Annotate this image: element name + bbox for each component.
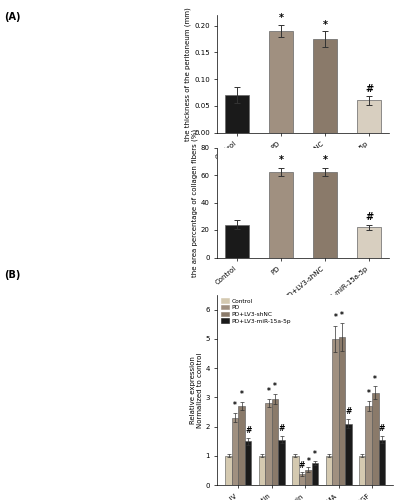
Text: (B): (B) [4,270,20,280]
Text: *: * [340,311,344,320]
Text: *: * [273,382,277,390]
Bar [279,440,285,485]
Bar [239,406,245,485]
Bar [339,338,345,485]
Text: *: * [323,156,328,166]
Bar [372,393,379,485]
Bar [332,339,339,485]
Bar [357,227,381,258]
Text: *: * [367,390,371,398]
Bar [365,406,372,485]
Y-axis label: Relative expression
Normalized to control: Relative expression Normalized to contro… [190,352,203,428]
Bar [269,31,293,132]
Text: #: # [379,424,385,434]
Text: (A): (A) [4,12,20,22]
Text: *: * [334,313,337,322]
Text: *: * [323,20,328,30]
Bar [313,172,337,258]
Bar [292,456,299,485]
Bar [313,39,337,132]
Text: #: # [245,426,251,434]
Bar [232,418,239,485]
Bar [345,424,352,485]
Y-axis label: the area percentage of collagen fibers (%): the area percentage of collagen fibers (… [192,128,198,276]
Bar [225,95,249,132]
Bar [305,470,312,485]
Text: *: * [313,450,317,460]
Bar [269,172,293,258]
Bar [357,100,381,132]
Bar [299,474,305,485]
Text: *: * [279,13,284,23]
Text: *: * [233,402,237,410]
Bar [225,456,232,485]
Bar [312,463,318,485]
Bar [245,441,251,485]
Text: #: # [279,424,285,434]
Bar [379,440,385,485]
Bar [259,456,265,485]
Text: #: # [365,84,373,94]
Text: #: # [345,406,352,416]
Text: *: * [267,388,271,396]
Y-axis label: the thickness of the peritoneum (mm): the thickness of the peritoneum (mm) [185,7,191,140]
Bar [265,403,272,485]
Text: #: # [365,212,373,222]
Bar [326,456,332,485]
Bar [359,456,365,485]
Legend: Control, PD, PD+LV3-shNC, PD+LV3-miR-15a-5p: Control, PD, PD+LV3-shNC, PD+LV3-miR-15a… [220,298,292,324]
Text: #: # [299,461,305,470]
Text: *: * [306,456,310,466]
Text: *: * [240,390,244,399]
Bar [272,399,279,485]
Text: *: * [279,156,284,166]
Bar [225,224,249,258]
Text: *: * [373,374,377,384]
